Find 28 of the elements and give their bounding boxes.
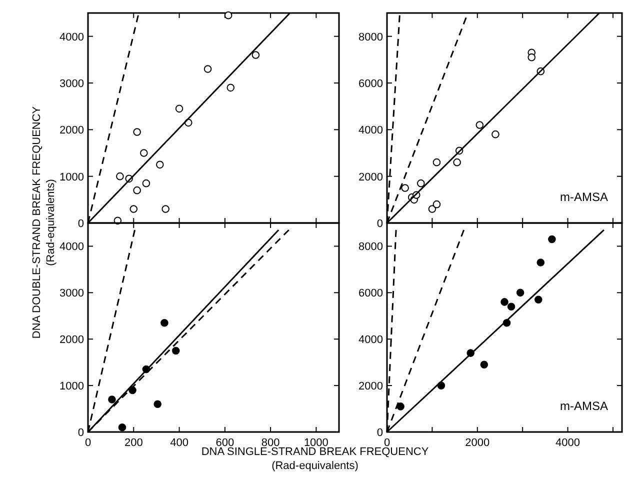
y-tick-label: 2000 xyxy=(358,380,383,393)
y-tick-label: 1000 xyxy=(60,171,84,184)
x-tick-label: 4000 xyxy=(556,437,580,449)
y-tick-label: 4000 xyxy=(358,334,383,346)
y-tick-label: 6000 xyxy=(358,288,383,300)
y-tick-label: 2000 xyxy=(358,171,383,184)
y-tick-label: 4000 xyxy=(60,31,84,44)
x-tick-label: 2000 xyxy=(465,437,490,449)
y-tick-label: 4000 xyxy=(60,241,84,254)
y-tick-label: 2000 xyxy=(60,334,84,346)
annotation: m-AMSA xyxy=(560,190,608,204)
y-tick-label: 3000 xyxy=(60,78,84,90)
y-tick-label: 0 xyxy=(78,427,84,439)
y-tick-label: 8000 xyxy=(358,31,383,44)
y-tick-label: 0 xyxy=(376,427,383,439)
y-tick-label: 4000 xyxy=(358,124,383,137)
x-tick-label: 400 xyxy=(170,437,188,449)
y-axis-title: DNA DOUBLE-STRAND BREAK FREQUENCY (Rad-equivalents) xyxy=(31,106,57,339)
y-tick-label: 8000 xyxy=(358,241,383,254)
y-tick-label: 2000 xyxy=(60,124,84,137)
y-tick-label: 1000 xyxy=(60,380,84,393)
x-axis-title: DNA SINGLE-STRAND BREAK FREQUENCY (Rad-equivalents) xyxy=(201,446,430,472)
x-tick-label: 200 xyxy=(124,437,143,449)
y-tick-label: 0 xyxy=(376,218,383,230)
y-tick-label: 3000 xyxy=(60,288,84,300)
y-tick-label: 6000 xyxy=(358,78,383,90)
y-tick-label: 0 xyxy=(78,218,84,230)
annotation: m-AMSA xyxy=(560,399,608,413)
